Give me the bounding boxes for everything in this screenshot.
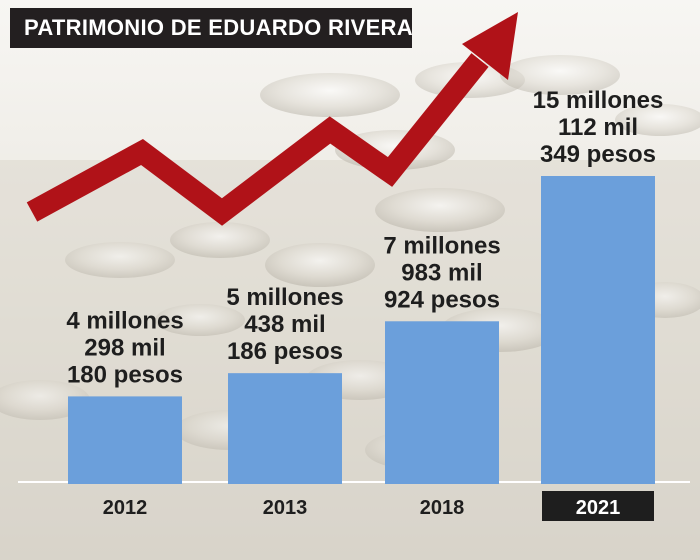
value-label-2021-line-3: 349 pesos — [540, 141, 656, 168]
value-label-2012-line-2: 298 mil — [84, 334, 165, 361]
category-label-2018: 2018 — [420, 497, 465, 519]
chart-title: PATRIMONIO DE EDUARDO RIVERA — [10, 8, 413, 48]
value-label-2021-line-2: 112 mil — [558, 114, 638, 141]
value-label-2018-line-2: 983 mil — [401, 259, 482, 286]
value-label-2013-line-3: 186 pesos — [227, 338, 343, 365]
value-label-2018-line-1: 7 millones — [383, 232, 500, 259]
bar-2012 — [68, 396, 182, 484]
bars-group — [68, 176, 655, 484]
value-label-2018-line-3: 924 pesos — [384, 286, 500, 313]
highlight-box-2021 — [542, 491, 654, 521]
value-label-2021-line-1: 15 millones — [533, 87, 664, 114]
category-label-2012: 2012 — [103, 497, 148, 519]
bar-2013 — [228, 373, 342, 484]
bar-2021 — [541, 176, 655, 484]
value-label-2013-line-1: 5 millones — [226, 284, 343, 311]
trend-arrow-shaft — [26, 53, 489, 226]
category-labels-group: 2012 2013 2018 2021 — [103, 491, 654, 521]
category-label-2013: 2013 — [263, 497, 308, 519]
value-label-2013-line-2: 438 mil — [244, 311, 325, 338]
value-label-2012-line-1: 4 millones — [66, 307, 183, 334]
value-label-2012-line-3: 180 pesos — [67, 361, 183, 388]
category-label-2021: 2021 — [576, 497, 621, 519]
bar-2018 — [385, 321, 499, 484]
trend-arrow-head — [462, 12, 518, 80]
